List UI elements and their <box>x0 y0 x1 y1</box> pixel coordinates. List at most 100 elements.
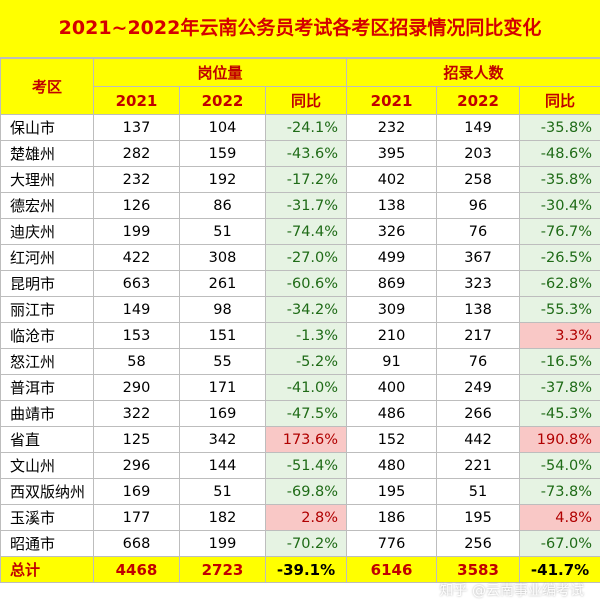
cell-pos-2021: 126 <box>93 192 180 219</box>
cell-pos-yoy: -60.6% <box>264 270 348 297</box>
table-row: 红河州 422 308 -27.0% 499 367 -26.5% <box>0 244 600 271</box>
cell-hire-yoy: -35.8% <box>519 114 600 141</box>
table-row: 怒江州 58 55 -5.2% 91 76 -16.5% <box>0 348 600 375</box>
cell-hire-yoy: -73.8% <box>519 478 600 505</box>
cell-hire-2021: 186 <box>346 504 438 531</box>
cell-pos-2022: 159 <box>179 140 266 167</box>
header-region: 考区 <box>0 58 94 115</box>
cell-region: 迪庆州 <box>0 218 94 245</box>
cell-pos-2021: 322 <box>93 400 180 427</box>
cell-hire-2022: 442 <box>436 426 521 453</box>
cell-hire-yoy: -26.5% <box>519 244 600 271</box>
cell-hire-yoy: 3.3% <box>519 322 600 349</box>
cell-pos-yoy: -43.6% <box>264 140 348 167</box>
cell-region: 红河州 <box>0 244 94 271</box>
cell-hire-yoy: -35.8% <box>519 166 600 193</box>
cell-pos-2021: 668 <box>93 530 180 557</box>
header-hire-2022: 2022 <box>436 86 521 115</box>
cell-region: 昆明市 <box>0 270 94 297</box>
cell-pos-2022: 342 <box>179 426 266 453</box>
cell-hire-2021: 91 <box>346 348 438 375</box>
cell-hire-2022: 367 <box>436 244 521 271</box>
cell-hire-2021: 210 <box>346 322 438 349</box>
table-row: 临沧市 153 151 -1.3% 210 217 3.3% <box>0 322 600 349</box>
cell-pos-2021: 422 <box>93 244 180 271</box>
cell-hire-2021: 400 <box>346 374 438 401</box>
header-hire-yoy: 同比 <box>519 86 600 115</box>
header-pos-2022: 2022 <box>179 86 266 115</box>
cell-hire-yoy: -76.7% <box>519 218 600 245</box>
cell-pos-2021: 137 <box>93 114 180 141</box>
cell-pos-yoy: -41.0% <box>264 374 348 401</box>
cell-hire-2022: 96 <box>436 192 521 219</box>
recruitment-table: 考区 岗位量 招录人数 2021 2022 同比 2021 2022 同比 保山… <box>0 58 600 583</box>
cell-hire-2021: 395 <box>346 140 438 167</box>
cell-region: 丽江市 <box>0 296 94 323</box>
cell-hire-2021: 869 <box>346 270 438 297</box>
cell-pos-2022: 144 <box>179 452 266 479</box>
cell-hire-2021: 326 <box>346 218 438 245</box>
cell-pos-2021: 663 <box>93 270 180 297</box>
cell-pos-2022: 55 <box>179 348 266 375</box>
cell-pos-yoy: -34.2% <box>264 296 348 323</box>
table-row: 西双版纳州 169 51 -69.8% 195 51 -73.8% <box>0 478 600 505</box>
cell-pos-yoy: -74.4% <box>264 218 348 245</box>
cell-region: 临沧市 <box>0 322 94 349</box>
table-row: 昭通市 668 199 -70.2% 776 256 -67.0% <box>0 530 600 557</box>
cell-pos-yoy: -17.2% <box>264 166 348 193</box>
cell-hire-2021: 232 <box>346 114 438 141</box>
table-row: 大理州 232 192 -17.2% 402 258 -35.8% <box>0 166 600 193</box>
table-row: 省直 125 342 173.6% 152 442 190.8% <box>0 426 600 453</box>
cell-region: 普洱市 <box>0 374 94 401</box>
cell-hire-yoy: 190.8% <box>519 426 600 453</box>
cell-pos-yoy: 173.6% <box>264 426 348 453</box>
cell-region: 省直 <box>0 426 94 453</box>
cell-pos-yoy: -31.7% <box>264 192 348 219</box>
total-hire-yoy: -41.7% <box>519 556 600 583</box>
cell-hire-2021: 776 <box>346 530 438 557</box>
cell-pos-2021: 169 <box>93 478 180 505</box>
cell-hire-2022: 149 <box>436 114 521 141</box>
cell-hire-yoy: -16.5% <box>519 348 600 375</box>
cell-pos-yoy: 2.8% <box>264 504 348 531</box>
cell-hire-yoy: 4.8% <box>519 504 600 531</box>
cell-pos-2021: 149 <box>93 296 180 323</box>
cell-region: 保山市 <box>0 114 94 141</box>
total-pos-2021: 4468 <box>93 556 180 583</box>
cell-pos-2022: 171 <box>179 374 266 401</box>
cell-pos-2021: 58 <box>93 348 180 375</box>
table-row: 曲靖市 322 169 -47.5% 486 266 -45.3% <box>0 400 600 427</box>
table-title: 2021~2022年云南公务员考试各考区招录情况同比变化 <box>0 0 600 58</box>
cell-region: 文山州 <box>0 452 94 479</box>
cell-pos-2022: 104 <box>179 114 266 141</box>
cell-pos-2021: 282 <box>93 140 180 167</box>
cell-pos-2022: 86 <box>179 192 266 219</box>
total-hire-2021: 6146 <box>346 556 438 583</box>
cell-pos-2022: 182 <box>179 504 266 531</box>
cell-hire-2022: 138 <box>436 296 521 323</box>
cell-hire-2022: 76 <box>436 348 521 375</box>
table-row: 文山州 296 144 -51.4% 480 221 -54.0% <box>0 452 600 479</box>
cell-hire-2021: 499 <box>346 244 438 271</box>
cell-pos-2022: 199 <box>179 530 266 557</box>
cell-hire-2021: 480 <box>346 452 438 479</box>
cell-hire-2022: 76 <box>436 218 521 245</box>
cell-pos-2021: 177 <box>93 504 180 531</box>
cell-pos-2022: 98 <box>179 296 266 323</box>
cell-hire-yoy: -62.8% <box>519 270 600 297</box>
table-row: 丽江市 149 98 -34.2% 309 138 -55.3% <box>0 296 600 323</box>
cell-hire-2022: 217 <box>436 322 521 349</box>
cell-hire-yoy: -45.3% <box>519 400 600 427</box>
cell-pos-2021: 199 <box>93 218 180 245</box>
cell-hire-yoy: -48.6% <box>519 140 600 167</box>
cell-hire-2022: 195 <box>436 504 521 531</box>
cell-hire-yoy: -30.4% <box>519 192 600 219</box>
cell-pos-yoy: -5.2% <box>264 348 348 375</box>
cell-hire-yoy: -37.8% <box>519 374 600 401</box>
cell-hire-2021: 486 <box>346 400 438 427</box>
cell-pos-2022: 169 <box>179 400 266 427</box>
cell-hire-2022: 258 <box>436 166 521 193</box>
cell-hire-2022: 221 <box>436 452 521 479</box>
cell-region: 楚雄州 <box>0 140 94 167</box>
